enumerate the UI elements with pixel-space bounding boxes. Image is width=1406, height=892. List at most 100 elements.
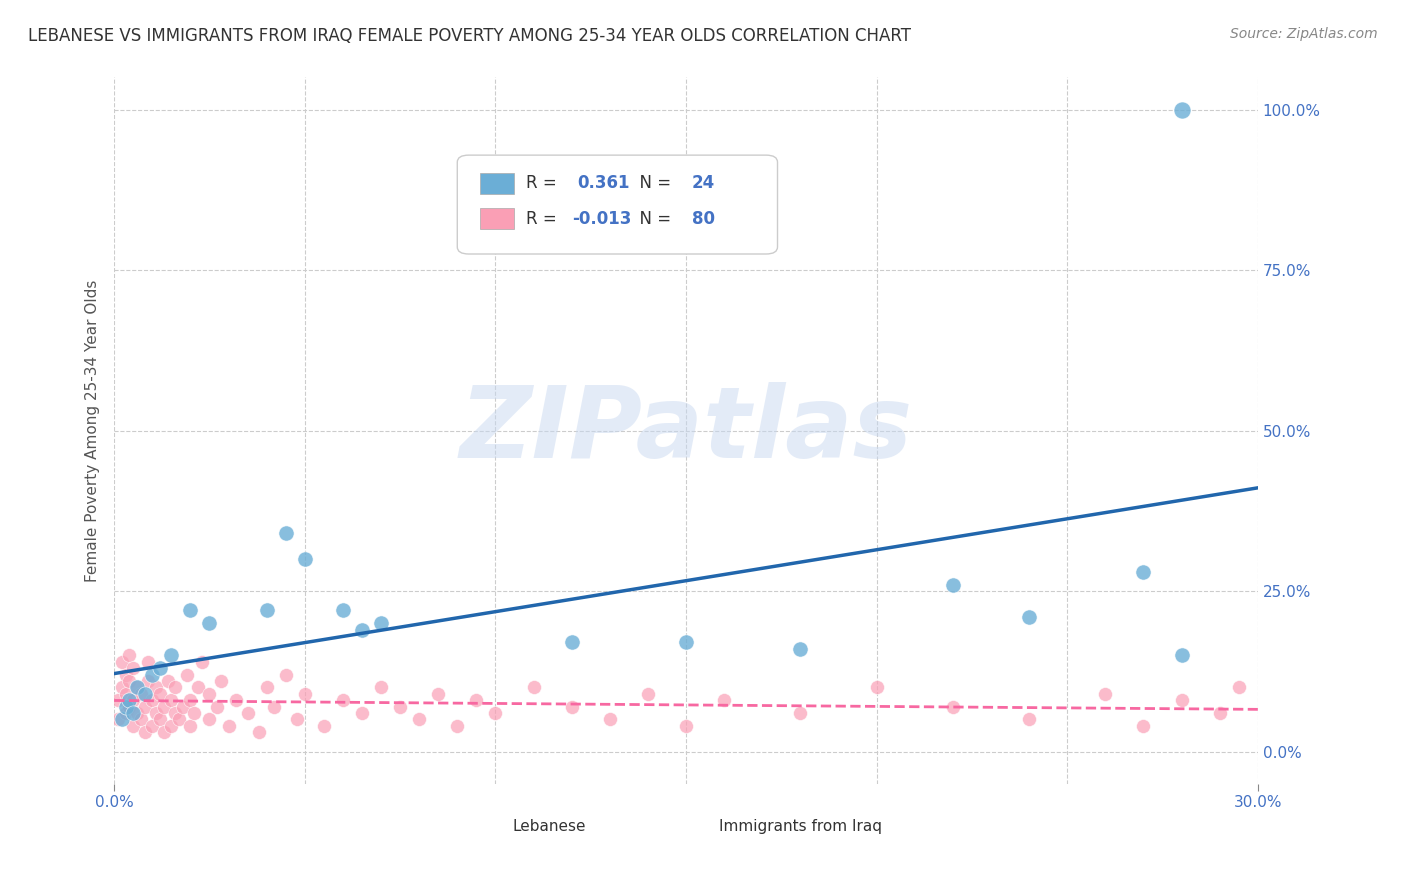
Y-axis label: Female Poverty Among 25-34 Year Olds: Female Poverty Among 25-34 Year Olds bbox=[86, 279, 100, 582]
Text: -0.013: -0.013 bbox=[572, 210, 631, 227]
FancyBboxPatch shape bbox=[481, 173, 515, 194]
FancyBboxPatch shape bbox=[709, 815, 738, 837]
Point bbox=[179, 603, 201, 617]
Point bbox=[129, 687, 152, 701]
Point bbox=[274, 667, 297, 681]
Point bbox=[149, 687, 172, 701]
Point bbox=[111, 713, 134, 727]
Text: Source: ZipAtlas.com: Source: ZipAtlas.com bbox=[1230, 27, 1378, 41]
Point bbox=[152, 699, 174, 714]
Text: Immigrants from Iraq: Immigrants from Iraq bbox=[718, 819, 882, 833]
Point bbox=[256, 603, 278, 617]
Point bbox=[1018, 609, 1040, 624]
Point bbox=[1209, 706, 1232, 720]
Text: 80: 80 bbox=[692, 210, 714, 227]
Point bbox=[370, 681, 392, 695]
Point bbox=[484, 706, 506, 720]
Point bbox=[176, 667, 198, 681]
Point bbox=[145, 681, 167, 695]
Text: R =: R = bbox=[526, 174, 562, 193]
Point bbox=[205, 699, 228, 714]
Point bbox=[122, 693, 145, 707]
Point bbox=[122, 706, 145, 720]
Point bbox=[312, 719, 335, 733]
Point bbox=[160, 693, 183, 707]
Point bbox=[134, 699, 156, 714]
Point bbox=[1170, 693, 1192, 707]
Point bbox=[129, 713, 152, 727]
Point bbox=[141, 667, 163, 681]
Point bbox=[114, 706, 136, 720]
Point bbox=[134, 687, 156, 701]
FancyBboxPatch shape bbox=[457, 155, 778, 254]
Point bbox=[165, 706, 187, 720]
Text: N =: N = bbox=[628, 210, 676, 227]
Text: 24: 24 bbox=[692, 174, 716, 193]
Text: N =: N = bbox=[628, 174, 676, 193]
Point bbox=[236, 706, 259, 720]
Point bbox=[198, 713, 221, 727]
Text: ZIPatlas: ZIPatlas bbox=[460, 382, 912, 479]
Point bbox=[1170, 103, 1192, 117]
Point bbox=[145, 706, 167, 720]
Point bbox=[294, 552, 316, 566]
Point bbox=[370, 616, 392, 631]
Point bbox=[263, 699, 285, 714]
Point bbox=[138, 673, 160, 688]
Point bbox=[599, 713, 621, 727]
Point bbox=[274, 526, 297, 541]
Point bbox=[160, 719, 183, 733]
Point bbox=[789, 641, 811, 656]
Point bbox=[114, 687, 136, 701]
Point bbox=[209, 673, 232, 688]
Point bbox=[183, 706, 205, 720]
Point bbox=[165, 681, 187, 695]
Point bbox=[637, 687, 659, 701]
Point bbox=[350, 706, 373, 720]
Point bbox=[427, 687, 450, 701]
Point bbox=[256, 681, 278, 695]
Point bbox=[350, 623, 373, 637]
FancyBboxPatch shape bbox=[468, 815, 498, 837]
Point bbox=[122, 661, 145, 675]
Point bbox=[114, 667, 136, 681]
Point bbox=[713, 693, 735, 707]
Point bbox=[156, 673, 179, 688]
Point bbox=[675, 635, 697, 649]
Point bbox=[198, 616, 221, 631]
Point bbox=[125, 681, 148, 695]
Point bbox=[1094, 687, 1116, 701]
Point bbox=[446, 719, 468, 733]
Point bbox=[118, 673, 141, 688]
Text: LEBANESE VS IMMIGRANTS FROM IRAQ FEMALE POVERTY AMONG 25-34 YEAR OLDS CORRELATIO: LEBANESE VS IMMIGRANTS FROM IRAQ FEMALE … bbox=[28, 27, 911, 45]
Point bbox=[111, 681, 134, 695]
Point bbox=[149, 661, 172, 675]
Point bbox=[332, 603, 354, 617]
Point bbox=[125, 681, 148, 695]
Text: 0.361: 0.361 bbox=[578, 174, 630, 193]
Text: Lebanese: Lebanese bbox=[512, 819, 585, 833]
Point bbox=[218, 719, 240, 733]
Point bbox=[118, 699, 141, 714]
Point bbox=[107, 713, 129, 727]
Point bbox=[294, 687, 316, 701]
Point bbox=[198, 687, 221, 701]
Point bbox=[152, 725, 174, 739]
Point bbox=[225, 693, 247, 707]
Point bbox=[191, 655, 214, 669]
Point bbox=[138, 655, 160, 669]
Point bbox=[118, 648, 141, 663]
Point bbox=[942, 699, 965, 714]
Point bbox=[1227, 681, 1250, 695]
Point bbox=[141, 693, 163, 707]
Point bbox=[118, 693, 141, 707]
Point bbox=[125, 706, 148, 720]
Point bbox=[122, 719, 145, 733]
Point bbox=[107, 693, 129, 707]
Point bbox=[141, 719, 163, 733]
FancyBboxPatch shape bbox=[481, 208, 515, 229]
Point bbox=[561, 699, 583, 714]
Point bbox=[865, 681, 887, 695]
Point bbox=[179, 693, 201, 707]
Point bbox=[160, 648, 183, 663]
